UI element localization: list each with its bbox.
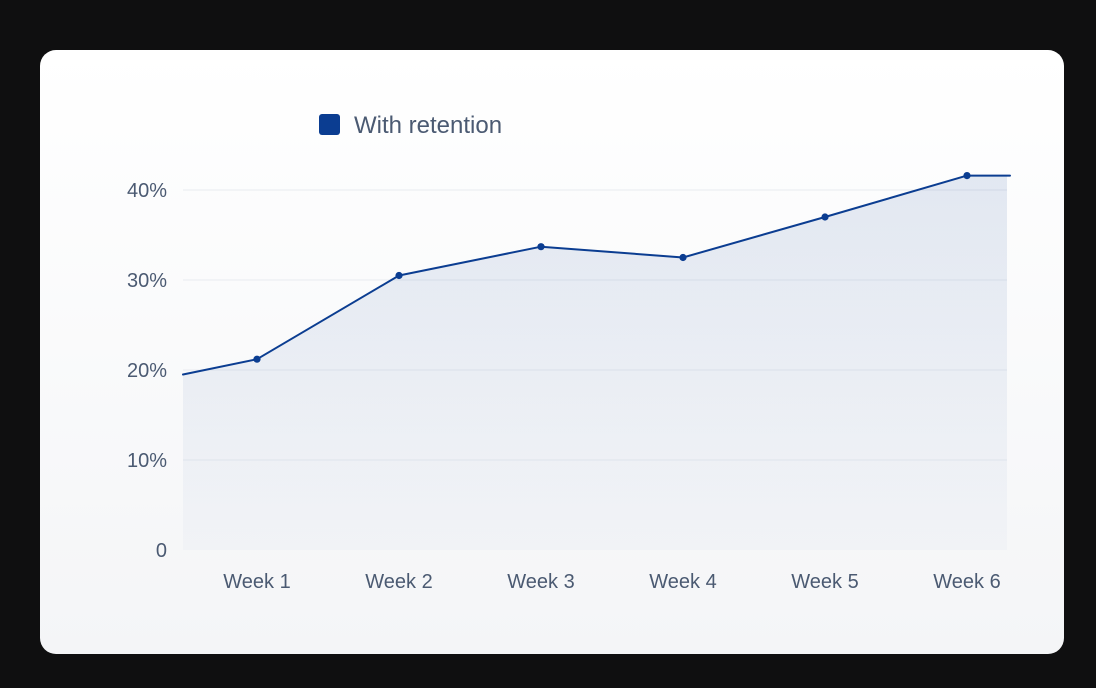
series-line bbox=[182, 174, 1011, 376]
series-area-fill bbox=[183, 175, 1010, 550]
y-tick-label: 0 bbox=[156, 540, 167, 562]
y-tick-label: 40% bbox=[127, 180, 167, 202]
series-line-group bbox=[182, 174, 1011, 376]
y-tick-label: 30% bbox=[127, 270, 167, 292]
x-tick-label: Week 1 bbox=[223, 571, 290, 593]
data-point bbox=[963, 172, 971, 180]
x-tick-label: Week 5 bbox=[791, 571, 858, 593]
chart-card: With retention 0 10% 20% 30% 40% Week 1 Week … bbox=[40, 50, 1064, 654]
x-axis: Week 1 Week 2 Week 3 Week 4 Week 5 Week 6 bbox=[223, 571, 1000, 593]
y-axis: 0 10% 20% 30% 40% bbox=[127, 180, 167, 562]
series-area bbox=[183, 175, 1010, 550]
x-tick-label: Week 3 bbox=[507, 571, 574, 593]
data-point bbox=[679, 253, 687, 262]
legend: With retention bbox=[319, 112, 502, 139]
data-point bbox=[821, 213, 829, 221]
x-tick-label: Week 2 bbox=[365, 571, 432, 593]
legend-swatch bbox=[319, 114, 340, 135]
y-tick-label: 10% bbox=[127, 450, 167, 472]
data-point bbox=[253, 355, 261, 363]
x-tick-label: Week 6 bbox=[933, 571, 1000, 593]
x-tick-label: Week 4 bbox=[649, 571, 716, 593]
y-tick-label: 20% bbox=[127, 360, 167, 382]
data-point bbox=[537, 243, 545, 251]
series-points bbox=[253, 172, 971, 363]
legend-label: With retention bbox=[354, 112, 502, 139]
retention-area-chart: With retention 010%20%30%40% Week 1 Week … bbox=[127, 112, 1011, 593]
data-point bbox=[395, 271, 403, 280]
